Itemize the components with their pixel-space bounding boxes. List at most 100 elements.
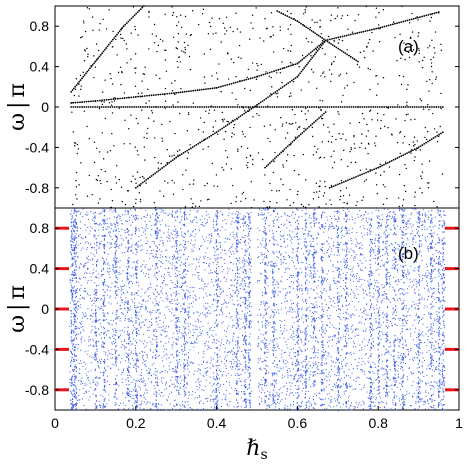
series-3-point xyxy=(296,75,299,78)
scatter-point xyxy=(430,65,433,68)
scatter-point xyxy=(358,322,360,324)
scatter-point xyxy=(165,353,167,355)
scatter-point xyxy=(177,33,180,35)
scatter-point xyxy=(276,373,278,375)
scatter-point xyxy=(247,162,249,164)
scatter-point xyxy=(95,43,98,45)
scatter-point xyxy=(373,287,375,289)
scatter-point xyxy=(331,339,333,341)
scatter-point xyxy=(82,20,85,22)
scatter-point xyxy=(265,71,267,73)
scatter-point xyxy=(88,137,90,140)
scatter-point xyxy=(313,407,315,409)
scatter-point xyxy=(321,141,323,143)
scatter-point xyxy=(140,239,142,241)
scatter-point xyxy=(122,214,124,216)
scatter-point xyxy=(280,245,282,247)
scatter-point xyxy=(439,373,441,375)
scatter-point xyxy=(406,315,408,317)
series-3-point xyxy=(261,100,264,103)
scatter-point xyxy=(393,297,395,299)
scatter-point xyxy=(86,248,88,250)
scatter-point xyxy=(270,265,272,267)
scatter-point xyxy=(395,402,397,404)
scatter-point xyxy=(334,211,336,213)
scatter-point xyxy=(149,368,151,370)
scatter-point xyxy=(370,318,372,320)
scatter-point xyxy=(353,353,355,355)
scatter-point xyxy=(117,238,119,240)
scatter-point xyxy=(97,175,100,177)
scatter-point xyxy=(232,236,234,238)
scatter-point xyxy=(82,216,84,218)
scatter-point xyxy=(87,53,89,55)
series-0-point xyxy=(168,92,171,95)
scatter-point xyxy=(345,139,347,141)
scatter-point xyxy=(232,30,234,33)
scatter-point xyxy=(161,140,164,142)
scatter-point xyxy=(415,344,417,346)
series-4-point xyxy=(278,11,281,13)
series-3-point xyxy=(170,160,172,163)
scatter-point xyxy=(311,277,313,279)
scatter-point xyxy=(159,190,161,192)
series-0-point xyxy=(421,15,423,18)
scatter-point xyxy=(297,228,299,230)
series-3-point xyxy=(252,106,255,109)
scatter-point xyxy=(71,352,73,354)
y-tick-label: 0 xyxy=(41,99,49,115)
series-1-point xyxy=(120,106,123,108)
scatter-point xyxy=(123,331,125,333)
scatter-point xyxy=(333,282,335,284)
scatter-point xyxy=(281,399,283,401)
scatter-point xyxy=(421,365,423,367)
scatter-point xyxy=(116,165,118,167)
series-0-point xyxy=(166,92,169,95)
series-0-point xyxy=(98,99,101,102)
scatter-point xyxy=(162,210,164,212)
scatter-point xyxy=(224,302,226,304)
scatter-point xyxy=(177,66,179,69)
scatter-point xyxy=(110,222,112,224)
scatter-point xyxy=(213,399,215,401)
scatter-point xyxy=(98,29,100,31)
series-1-point xyxy=(218,106,221,108)
scatter-point xyxy=(286,199,288,201)
series-1-point xyxy=(398,106,401,108)
scatter-point xyxy=(218,63,220,65)
scatter-point xyxy=(215,210,217,212)
scatter-point xyxy=(85,363,87,365)
scatter-point xyxy=(169,237,171,239)
scatter-point xyxy=(352,346,354,348)
scatter-point xyxy=(197,389,199,391)
series-0-point xyxy=(190,90,192,92)
scatter-point xyxy=(148,367,150,369)
series-1-point xyxy=(308,106,311,108)
scatter-point xyxy=(309,406,311,408)
scatter-point xyxy=(320,356,322,358)
series-1-point xyxy=(240,106,243,108)
scatter-point xyxy=(233,253,235,255)
scatter-point xyxy=(199,369,201,371)
scatter-point xyxy=(266,391,268,393)
series-0-point xyxy=(222,85,224,87)
series-3-point xyxy=(320,44,323,47)
scatter-point xyxy=(232,217,234,219)
scatter-point xyxy=(259,368,261,370)
scatter-point xyxy=(194,370,196,372)
scatter-point xyxy=(396,395,398,397)
scatter-point xyxy=(405,329,407,331)
scatter-point xyxy=(425,402,427,404)
series-0-point xyxy=(337,36,340,39)
scatter-point xyxy=(98,367,100,369)
scatter-point xyxy=(372,382,374,384)
scatter-point xyxy=(227,327,229,329)
scatter-point xyxy=(348,194,351,196)
series-5-point xyxy=(338,182,341,185)
scatter-point xyxy=(365,303,367,305)
scatter-point xyxy=(93,282,95,284)
scatter-point xyxy=(355,309,357,311)
series-0-point xyxy=(410,18,413,21)
scatter-point xyxy=(427,330,429,332)
scatter-point xyxy=(259,229,261,231)
